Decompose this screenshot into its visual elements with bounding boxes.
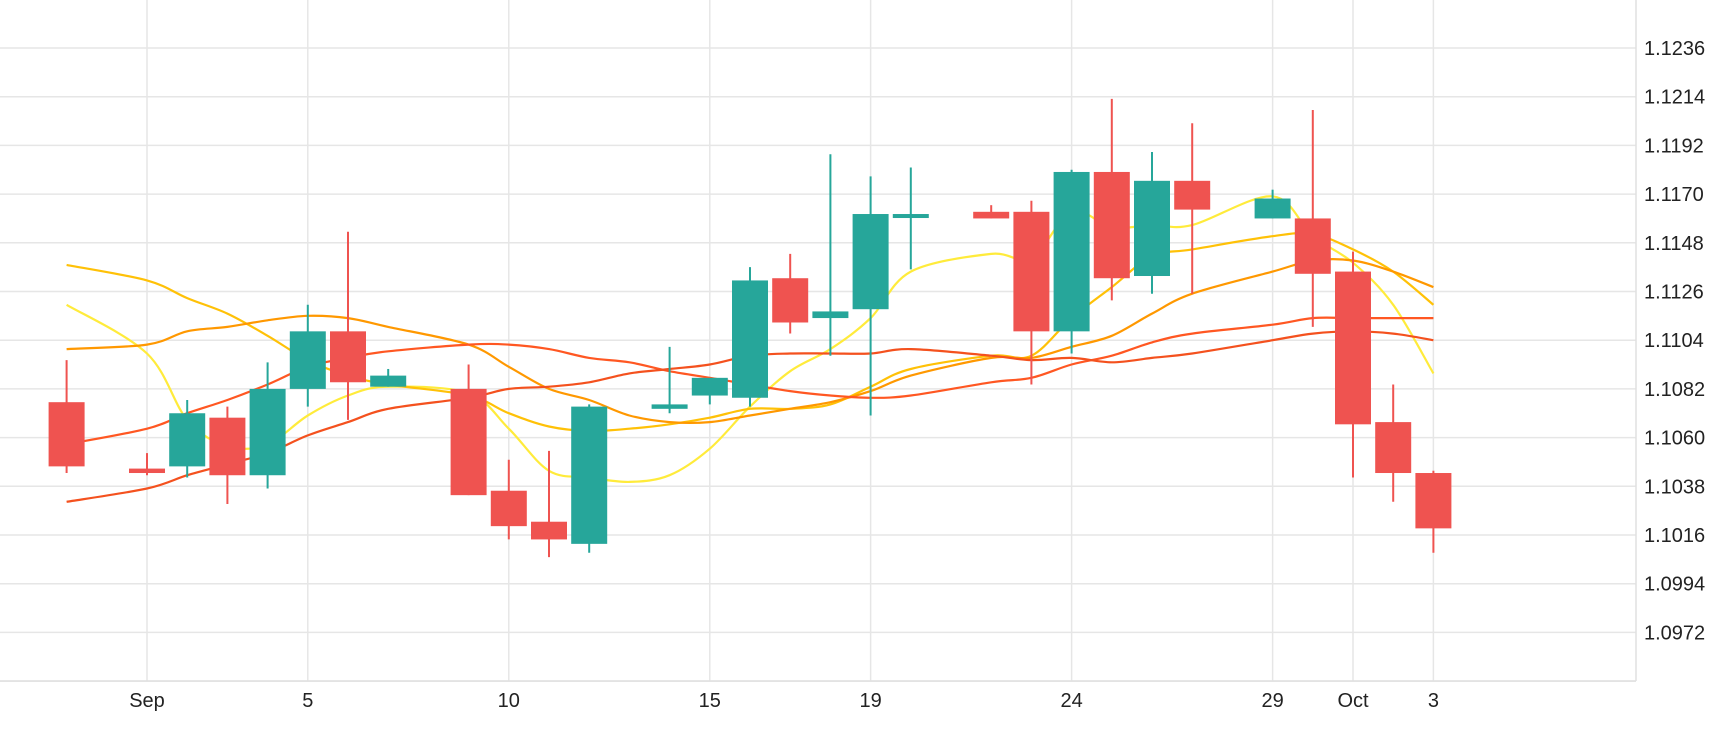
candle-body	[1415, 473, 1452, 529]
y-tick-label: 1.0994	[1644, 574, 1705, 596]
x-tick-label: 5	[302, 690, 313, 712]
candle-body	[48, 402, 85, 467]
candles	[48, 98, 1452, 558]
candle-body	[1134, 180, 1170, 277]
candle-body	[490, 490, 527, 527]
y-tick-label: 1.1214	[1644, 87, 1705, 109]
candle-body	[370, 375, 407, 387]
candle	[1415, 470, 1452, 553]
candle	[129, 453, 165, 476]
candle-body	[169, 413, 206, 467]
candle-body	[129, 468, 165, 474]
candle	[892, 167, 929, 270]
candle	[651, 346, 688, 414]
candle	[1013, 200, 1050, 385]
y-tick-label: 1.1016	[1644, 525, 1705, 547]
moving-average-line-1	[66, 195, 1435, 484]
candle	[973, 205, 1010, 219]
candle	[852, 176, 889, 416]
candle-body	[1375, 422, 1412, 474]
candle-body	[1174, 180, 1211, 210]
candle	[571, 404, 608, 553]
y-tick-label: 1.1038	[1644, 476, 1705, 498]
candle-body	[1335, 271, 1371, 425]
candle-body	[812, 311, 849, 319]
candle	[772, 253, 809, 334]
grid-lines	[0, 0, 1636, 682]
candle	[732, 267, 768, 407]
candle	[812, 154, 849, 356]
candle	[209, 406, 246, 505]
candle-body	[249, 388, 286, 476]
candle	[1053, 169, 1090, 354]
candle-body	[1013, 211, 1050, 332]
candle	[1093, 98, 1130, 301]
x-tick-label: 15	[699, 690, 721, 712]
candle	[330, 231, 366, 420]
candle-body	[772, 278, 809, 323]
candle-body	[1093, 171, 1130, 279]
candle-body	[571, 406, 608, 544]
candle	[691, 377, 728, 405]
candle-body	[1053, 171, 1090, 332]
x-tick-label: 19	[859, 690, 881, 712]
y-tick-label: 1.1060	[1644, 428, 1705, 450]
x-tick-label: 3	[1428, 690, 1439, 712]
candle	[1254, 189, 1291, 219]
candle	[490, 459, 527, 540]
x-tick-label: Oct	[1337, 690, 1369, 712]
candle	[1174, 123, 1211, 294]
candle-body	[289, 331, 326, 389]
candle	[1375, 384, 1412, 502]
candle-body	[852, 214, 889, 310]
x-tick-label: Sep	[129, 690, 165, 712]
y-tick-label: 1.1104	[1644, 330, 1704, 352]
y-axis: 1.1236 1.1214 1.1192 1.1170 1.1148 1.1126 1.11…	[1635, 0, 1705, 681]
candle-body	[651, 404, 688, 409]
candle	[169, 399, 206, 478]
candle	[289, 304, 326, 407]
candle	[370, 368, 407, 387]
candle	[249, 362, 286, 489]
candle-body	[330, 331, 366, 383]
candle	[1294, 109, 1331, 327]
candle-body	[732, 280, 768, 398]
candle-body	[1254, 198, 1291, 219]
y-tick-label: 1.1236	[1644, 38, 1705, 60]
x-tick-label: 29	[1261, 690, 1283, 712]
candle-body	[892, 214, 929, 219]
y-tick-label: 1.1148	[1644, 233, 1704, 255]
y-tick-label: 1.0972	[1644, 622, 1705, 644]
candle-body	[1294, 218, 1331, 274]
y-tick-label: 1.1082	[1644, 379, 1705, 401]
candle-body	[691, 377, 728, 396]
candle	[48, 360, 85, 474]
candle	[1134, 152, 1170, 294]
candle-body	[531, 521, 567, 540]
y-tick-label: 1.1126	[1644, 282, 1704, 304]
x-axis: Sep 5 10 15 19 24 29 Oct 3	[0, 680, 1636, 712]
y-tick-label: 1.1170	[1644, 184, 1704, 206]
candle-body	[209, 417, 246, 476]
candle	[450, 364, 487, 496]
candle	[531, 450, 567, 558]
x-tick-label: 24	[1060, 690, 1082, 712]
candle	[1335, 251, 1371, 478]
candle-body	[450, 388, 487, 496]
x-tick-label: 10	[498, 690, 520, 712]
y-tick-label: 1.1192	[1644, 135, 1704, 157]
candle-body	[973, 211, 1010, 219]
